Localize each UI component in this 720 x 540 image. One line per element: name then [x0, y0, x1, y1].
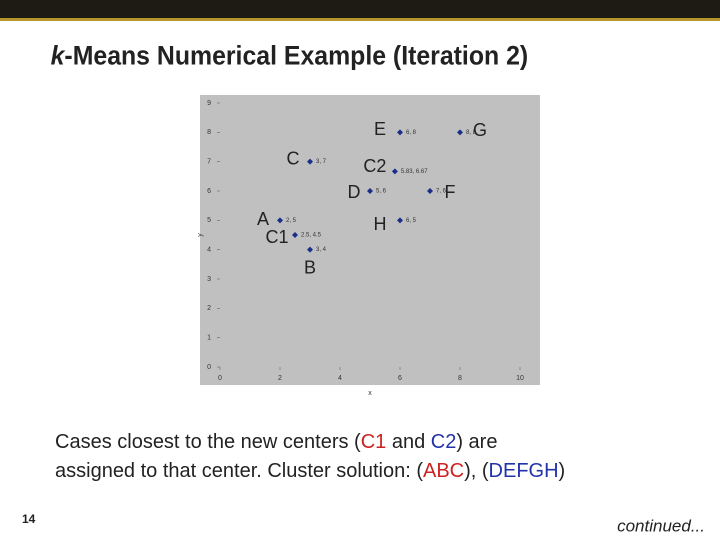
- y-tick-label: 7: [207, 159, 211, 166]
- chart: 0 1 2 3 4 5 6 7 8 9 0 2 4 6 8 10 x y 6, 8 E 8, 8G 3, 7 C 5.83, …: [197, 95, 540, 397]
- slide-title: k-Means Numerical Example (Iteration 2): [51, 41, 529, 70]
- x-tick-label: 2: [278, 375, 282, 382]
- x-tick-label: 10: [516, 375, 524, 382]
- point-name: C2: [363, 156, 386, 176]
- value-label: 6, 5: [406, 218, 417, 224]
- x-tick-label: 8: [458, 375, 462, 382]
- point-name: G: [473, 120, 487, 140]
- plot-area: [200, 95, 540, 385]
- value-label: 6, 8: [406, 130, 417, 136]
- value-label: 5.83, 6.67: [401, 169, 428, 175]
- y-tick-label: 5: [207, 217, 211, 224]
- point: [391, 168, 398, 175]
- value-label: 3, 7: [316, 159, 327, 165]
- point: [367, 188, 373, 194]
- value-label: 2, 5: [286, 218, 297, 224]
- point-name: D: [348, 182, 361, 202]
- page-number: 14: [22, 512, 36, 526]
- point: [397, 217, 403, 224]
- y-tick-label: 3: [207, 276, 211, 283]
- point-name: F: [445, 182, 456, 202]
- top-bar: [0, 0, 720, 18]
- body-segment: assigned to that center. Cluster solutio…: [55, 460, 423, 482]
- point-name: E: [374, 119, 386, 139]
- y-axis-label: y: [197, 233, 204, 237]
- footer: continued...: [617, 516, 705, 535]
- point: [307, 246, 313, 253]
- value-label: 7, 6: [436, 189, 447, 195]
- point-name: C: [287, 148, 300, 168]
- x-tick-label: 4: [338, 375, 342, 382]
- body-text: Cases closest to the new centers (C1 and…: [55, 431, 565, 482]
- y-tick-label: 0: [207, 364, 211, 371]
- value-label: 2.5, 4.5: [301, 233, 322, 239]
- body-segment: C2: [431, 431, 457, 453]
- body-segment: ), (: [464, 460, 489, 482]
- point: [277, 217, 283, 224]
- value-label: 5, 6: [376, 189, 387, 195]
- point: [397, 129, 403, 136]
- point: [307, 158, 313, 165]
- y-tick-label: 6: [207, 188, 211, 195]
- value-label: 8, 8: [466, 130, 477, 136]
- title-text: -Means Numerical Example (Iteration 2): [64, 41, 528, 70]
- x-tick-label: 6: [398, 375, 402, 382]
- title-italic: k: [51, 41, 66, 70]
- point-name: H: [374, 214, 387, 234]
- body-segment: DEFGH: [489, 460, 559, 482]
- x-tick-label: 0: [218, 375, 222, 382]
- y-tick-label: 9: [207, 100, 211, 107]
- point-name: B: [304, 257, 316, 277]
- body-segment: ): [559, 460, 566, 482]
- body-segment: Cases closest to the new centers (: [55, 431, 361, 453]
- top-accent: [0, 18, 720, 21]
- body-segment: and: [386, 431, 430, 453]
- body-segment: C1: [361, 431, 387, 453]
- y-tick-label: 4: [207, 247, 211, 254]
- body-line: assigned to that center. Cluster solutio…: [55, 460, 565, 482]
- x-axis-label: x: [368, 390, 372, 397]
- point: [292, 232, 298, 238]
- value-label: 3, 4: [316, 247, 327, 253]
- y-tick-label: 2: [207, 305, 211, 312]
- point: [457, 129, 463, 136]
- point: [427, 188, 433, 194]
- body-segment: ) are: [456, 431, 497, 453]
- y-tick-label: 8: [207, 129, 211, 136]
- point-name: C1: [265, 227, 288, 247]
- y-tick-label: 1: [207, 335, 211, 342]
- body-segment: ABC: [423, 460, 464, 482]
- body-line: Cases closest to the new centers (C1 and…: [55, 431, 497, 453]
- point-name: A: [257, 209, 269, 229]
